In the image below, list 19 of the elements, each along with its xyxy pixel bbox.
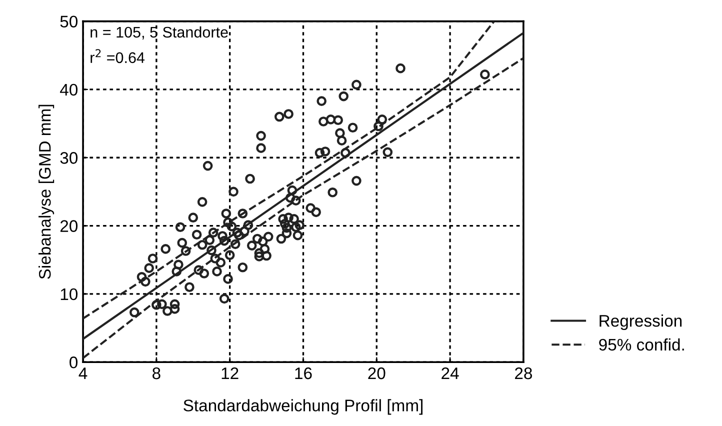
y-tick-label: 40 — [60, 84, 78, 96]
legend-label: 95% confid. — [599, 338, 684, 351]
line-series — [83, 21, 496, 320]
x-tick-label: 12 — [222, 367, 238, 380]
x-tick-label: 4 — [78, 368, 88, 380]
y-tick-label: 10 — [60, 288, 78, 300]
y-axis-title: Siebanalyse [GMD mm] — [38, 104, 54, 279]
y-tick-label: 0 — [70, 356, 78, 368]
legend-label: Regression — [600, 314, 682, 330]
x-tick-label: 8 — [152, 367, 160, 380]
y-tick-label: 20 — [60, 220, 78, 232]
x-tick-label: 20 — [368, 367, 386, 380]
y-tick-label: 50 — [60, 16, 78, 28]
annotation: r$^{2}$ =0.64 — [90, 49, 145, 64]
x-tick-label: 16 — [295, 367, 312, 380]
y-tick-label: 30 — [60, 152, 78, 164]
x-axis-title: Standardabweichung Profil [mm] — [184, 399, 422, 415]
x-tick-label: 28 — [515, 367, 532, 380]
x-tick-label: 24 — [442, 367, 459, 380]
